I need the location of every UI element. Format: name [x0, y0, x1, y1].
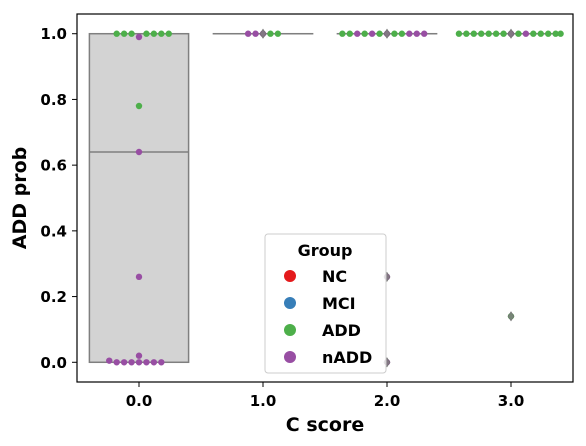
y-tick-label-5: 1.0: [40, 25, 67, 43]
point-nadd-6: [120, 359, 128, 366]
box-0: [88, 32, 190, 364]
legend-marker-mci: [284, 297, 296, 309]
point-add-3: [143, 30, 150, 37]
y-tick-label-2: 0.4: [40, 222, 67, 240]
point-nadd-12: [244, 30, 252, 37]
point-add-29: [557, 30, 564, 37]
point-add-12: [361, 30, 368, 37]
point-add-18: [470, 30, 477, 37]
legend-marker-add: [284, 324, 296, 336]
box-body: [88, 32, 190, 364]
outlier-2: [507, 311, 515, 322]
legend-entry-nc: NC: [284, 267, 347, 286]
point-add-15: [398, 30, 406, 37]
point-add-25: [530, 30, 537, 37]
point-nadd-11: [158, 359, 165, 366]
x-axis-label: C score: [286, 414, 364, 436]
point-add-8: [267, 30, 274, 37]
legend-label-nc: NC: [322, 267, 347, 286]
point-nadd-0: [135, 33, 143, 41]
y-tick-label-0: 0.0: [40, 354, 67, 372]
point-add-19: [478, 30, 485, 37]
legend-marker-nadd: [284, 351, 296, 363]
point-add-1: [120, 30, 128, 37]
y-axis: 0.0 0.2 0.4 0.6 0.8 1.0: [40, 25, 77, 372]
y-tick-label-1: 0.2: [40, 288, 67, 306]
point-nadd-16: [368, 30, 376, 37]
point-nadd-3: [135, 352, 143, 359]
points-layer: [106, 28, 564, 368]
x-tick-label-0: 0.0: [126, 392, 153, 410]
point-add-16: [455, 30, 463, 37]
point-add-14: [391, 30, 398, 37]
legend-label-nadd: nADD: [322, 348, 372, 367]
x-tick-label-1: 1.0: [250, 392, 277, 410]
point-nadd-8: [135, 359, 143, 366]
point-nadd-4: [106, 357, 113, 364]
point-add-20: [485, 30, 492, 37]
y-axis-label: ADD prob: [9, 147, 31, 250]
legend-label-add: ADD: [322, 321, 361, 340]
point-add-28: [552, 30, 559, 37]
point-add-2: [128, 30, 135, 37]
legend-marker-nc: [284, 270, 296, 282]
x-tick-label-2: 2.0: [374, 392, 401, 410]
point-nadd-1: [135, 148, 143, 156]
outlier-4: [383, 28, 391, 39]
point-nadd-23: [522, 30, 530, 37]
legend-label-mci: MCI: [322, 294, 356, 313]
point-nadd-7: [128, 359, 135, 366]
point-add-0: [113, 30, 120, 37]
point-add-27: [545, 30, 552, 37]
y-tick-label-4: 0.8: [40, 91, 67, 109]
point-add-4: [150, 30, 158, 37]
y-tick-label-3: 0.6: [40, 157, 67, 175]
point-add-7: [135, 102, 143, 110]
point-add-17: [463, 30, 470, 37]
point-add-13: [376, 30, 383, 37]
point-add-24: [515, 30, 522, 37]
legend-entry-nadd: nADD: [284, 348, 372, 367]
x-axis: 0.0 1.0 2.0 3.0: [126, 382, 525, 410]
point-nadd-13: [252, 30, 259, 37]
point-add-5: [158, 30, 165, 37]
outlier-5: [507, 28, 515, 39]
point-add-11: [346, 30, 353, 37]
legend-frame: [264, 233, 387, 374]
point-nadd-5: [113, 359, 120, 366]
point-nadd-15: [354, 30, 361, 37]
legend-title: Group: [298, 241, 353, 260]
point-add-21: [492, 30, 500, 37]
legend-entries: NC MCI ADD nADD: [284, 267, 372, 367]
point-nadd-9: [143, 359, 150, 366]
point-nadd-18: [406, 30, 413, 37]
legend-entry-mci: MCI: [284, 294, 356, 313]
point-nadd-20: [421, 30, 428, 37]
legend-entry-add: ADD: [284, 321, 361, 340]
legend: Group NC MCI ADD nADD: [264, 233, 387, 374]
point-nadd-10: [150, 359, 158, 366]
x-tick-label-3: 3.0: [498, 392, 525, 410]
point-add-10: [339, 30, 346, 37]
plot-frame: [76, 13, 574, 383]
point-nadd-19: [413, 30, 420, 37]
point-nadd-2: [135, 273, 143, 281]
point-add-26: [537, 30, 544, 37]
boxes-layer: [88, 32, 562, 364]
point-add-22: [500, 30, 507, 37]
point-add-6: [165, 30, 172, 37]
outlier-3: [259, 28, 267, 39]
point-add-9: [274, 30, 282, 37]
